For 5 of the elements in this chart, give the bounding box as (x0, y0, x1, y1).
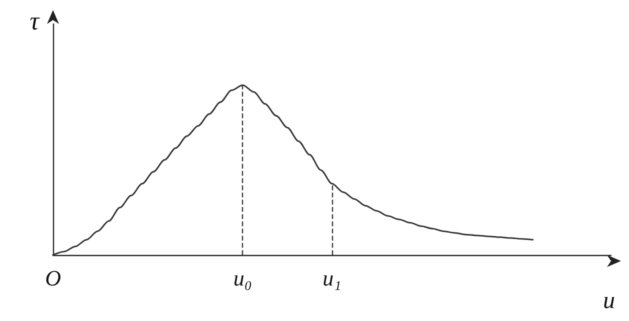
x-tick-label: u₀ (233, 266, 252, 290)
x-tick-label: O (45, 266, 62, 290)
x-axis-title: u (603, 288, 615, 314)
y-axis-title: τ (30, 6, 41, 36)
x-tick-label: u₁ (322, 266, 342, 290)
